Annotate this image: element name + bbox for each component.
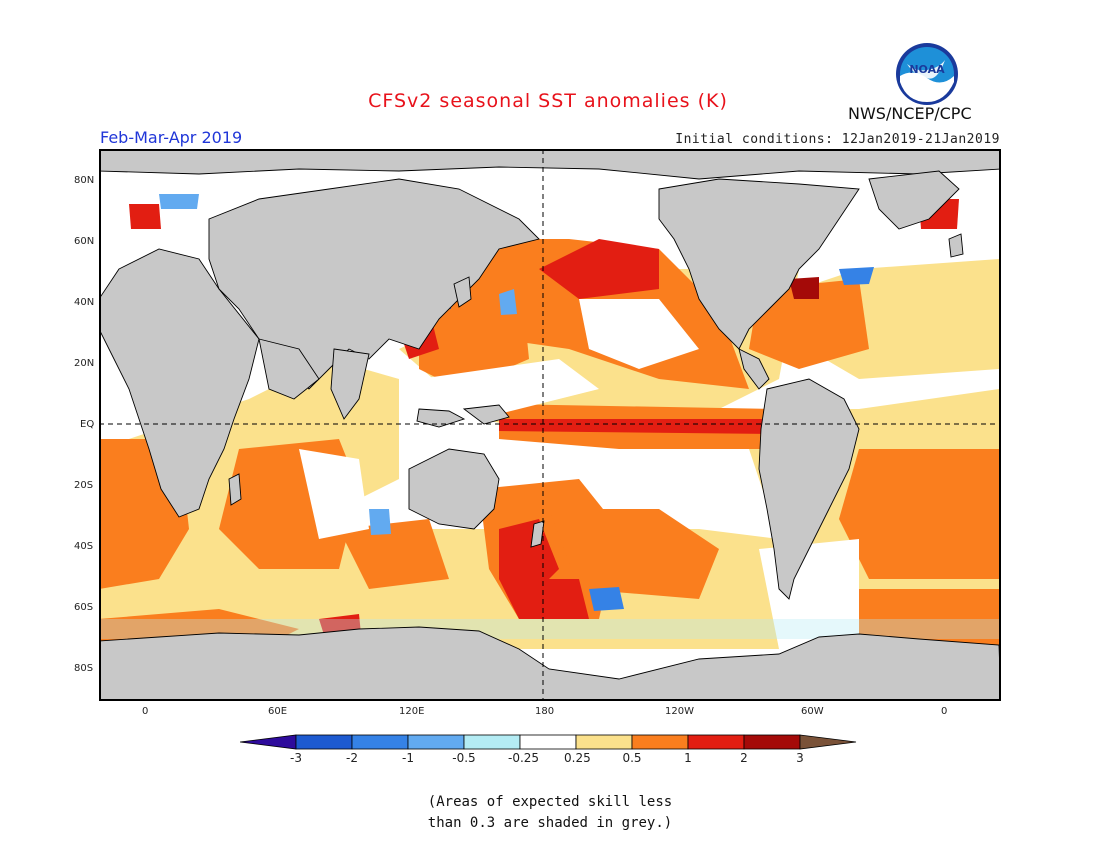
lon-label-120w: 120W bbox=[665, 706, 694, 717]
lon-label-0-east: 0 bbox=[941, 706, 948, 717]
colorbar-cell bbox=[407, 734, 465, 750]
colorbar-cell bbox=[351, 734, 409, 750]
colorbar bbox=[240, 734, 857, 750]
lon-label-60e: 60E bbox=[268, 706, 288, 717]
footnote-line-2: than 0.3 are shaded in grey.) bbox=[427, 815, 673, 831]
lon-label-180: 180 bbox=[535, 706, 555, 717]
colorbar-label: -0.25 bbox=[508, 751, 540, 765]
page-title: CFSv2 seasonal SST anomalies (K) bbox=[368, 90, 728, 112]
agency-label: NWS/NCEP/CPC bbox=[848, 104, 972, 123]
colorbar-label: 0.25 bbox=[564, 751, 591, 765]
colorbar-cell bbox=[295, 734, 353, 750]
skill-footnote: (Areas of expected skill less than 0.3 a… bbox=[0, 792, 1100, 834]
lon-label-60w: 60W bbox=[801, 706, 824, 717]
colorbar-label: -2 bbox=[346, 751, 358, 765]
colorbar-label: 2 bbox=[740, 751, 748, 765]
lon-label-0: 0 bbox=[142, 706, 149, 717]
noaa-logo: NOAA bbox=[896, 43, 958, 105]
colorbar-cell bbox=[463, 734, 521, 750]
colorbar-cell bbox=[631, 734, 689, 750]
colorbar-cell bbox=[575, 734, 633, 750]
sst-anomaly-map bbox=[99, 149, 1001, 701]
colorbar-label: 1 bbox=[684, 751, 692, 765]
lat-label-20n: 20N bbox=[74, 358, 95, 369]
colorbar-label: -3 bbox=[290, 751, 302, 765]
colorbar-cell bbox=[687, 734, 745, 750]
footnote-line-1: (Areas of expected skill less bbox=[427, 794, 673, 810]
lat-label-80s: 80S bbox=[74, 663, 94, 674]
lat-label-40n: 40N bbox=[74, 297, 95, 308]
forecast-period: Feb-Mar-Apr 2019 bbox=[100, 128, 243, 147]
lat-label-60s: 60S bbox=[74, 602, 94, 613]
initial-conditions: Initial conditions: 12Jan2019-21Jan2019 bbox=[675, 132, 1000, 147]
lat-label-40s: 40S bbox=[74, 541, 94, 552]
colorbar-label: -1 bbox=[402, 751, 414, 765]
colorbar-arrow-high bbox=[799, 734, 857, 750]
lat-label-60n: 60N bbox=[74, 236, 95, 247]
logo-text: NOAA bbox=[909, 63, 945, 76]
lon-label-120e: 120E bbox=[399, 706, 425, 717]
lat-label-20s: 20S bbox=[74, 480, 94, 491]
map-frame bbox=[99, 149, 1001, 701]
colorbar-label: 0.5 bbox=[622, 751, 642, 765]
colorbar-cell bbox=[743, 734, 801, 750]
land-masses bbox=[100, 150, 1000, 700]
colorbar-label: 3 bbox=[796, 751, 804, 765]
colorbar-label: -0.5 bbox=[452, 751, 476, 765]
lat-label-80n: 80N bbox=[74, 175, 95, 186]
colorbar-arrow-low bbox=[240, 734, 297, 750]
colorbar-cell bbox=[519, 734, 577, 750]
lat-label-eq: EQ bbox=[80, 419, 95, 430]
